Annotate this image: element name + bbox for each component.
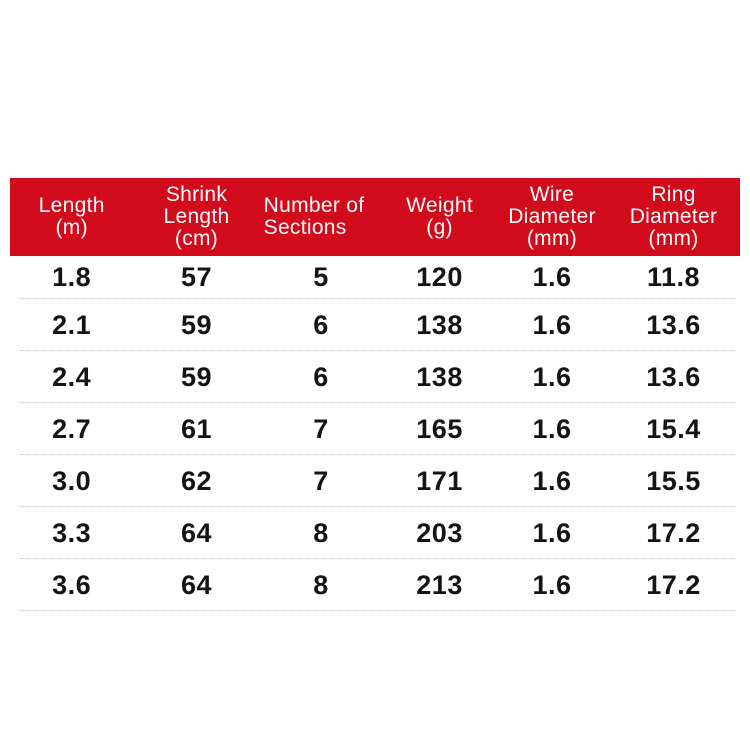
table-cell: 1.6 — [532, 361, 572, 392]
table-cell: 7 — [313, 465, 329, 496]
table-cell: 3.0 — [52, 465, 92, 496]
spec-table: Length (m) Shrink Length (cm) Number of … — [10, 178, 740, 611]
table-cell: 59 — [180, 361, 213, 392]
table-cell: 5 — [313, 262, 329, 292]
table-header-row: Length (m) Shrink Length (cm) Number of … — [10, 178, 740, 256]
table-cell: 61 — [180, 413, 213, 444]
table-cell: 15.5 — [646, 465, 701, 496]
table-cell: 64 — [180, 517, 213, 548]
table-row: 1.8 57 5 120 1.6 11.8 — [10, 256, 740, 299]
table-cell: 64 — [180, 569, 213, 600]
table-cell: 165 — [416, 413, 463, 444]
table-cell: 2.1 — [52, 309, 92, 340]
table-row: 2.7 61 7 165 1.6 15.4 — [10, 403, 740, 455]
table-cell: 1.6 — [532, 569, 572, 600]
table-cell: 138 — [416, 361, 463, 392]
table-row: 3.3 64 8 203 1.6 17.2 — [10, 507, 740, 559]
table-cell: 59 — [180, 309, 213, 340]
table-cell: 1.6 — [532, 465, 572, 496]
header-cell-shrink-length: Shrink Length (cm) — [163, 183, 230, 250]
table-cell: 213 — [416, 569, 463, 600]
table-cell: 7 — [313, 413, 329, 444]
table-cell: 3.3 — [52, 517, 92, 548]
table-cell: 1.6 — [532, 309, 572, 340]
table-cell: 2.4 — [52, 361, 92, 392]
header-cell-weight: Weight (g) — [406, 194, 473, 239]
table-cell: 138 — [416, 309, 463, 340]
table-cell: 17.2 — [646, 517, 701, 548]
header-cell-ring-diameter: Ring Diameter (mm) — [629, 183, 718, 250]
header-cell-length: Length (m) — [38, 194, 105, 239]
table-cell: 6 — [313, 309, 329, 340]
table-row: 3.6 64 8 213 1.6 17.2 — [10, 559, 740, 611]
table-row: 3.0 62 7 171 1.6 15.5 — [10, 455, 740, 507]
table-cell: 120 — [416, 262, 463, 292]
table-cell: 8 — [313, 569, 329, 600]
header-cell-sections: Number of Sections — [263, 194, 365, 239]
table-cell: 11.8 — [646, 262, 701, 292]
table-cell: 57 — [180, 262, 213, 292]
table-cell: 1.6 — [532, 413, 572, 444]
table-row: 2.4 59 6 138 1.6 13.6 — [10, 351, 740, 403]
table-cell: 3.6 — [52, 569, 92, 600]
header-cell-wire-diameter: Wire Diameter (mm) — [508, 183, 596, 250]
table-cell: 1.8 — [52, 262, 92, 292]
table-cell: 62 — [180, 465, 213, 496]
table-cell: 2.7 — [52, 413, 92, 444]
table-cell: 171 — [416, 465, 463, 496]
table-cell: 13.6 — [646, 361, 701, 392]
table-cell: 8 — [313, 517, 329, 548]
table-cell: 1.6 — [532, 517, 572, 548]
table-cell: 15.4 — [646, 413, 701, 444]
table-cell: 6 — [313, 361, 329, 392]
table-cell: 17.2 — [646, 569, 701, 600]
table-cell: 203 — [416, 517, 463, 548]
table-row: 2.1 59 6 138 1.6 13.6 — [10, 299, 740, 351]
table-cell: 1.6 — [532, 262, 572, 292]
table-cell: 13.6 — [646, 309, 701, 340]
